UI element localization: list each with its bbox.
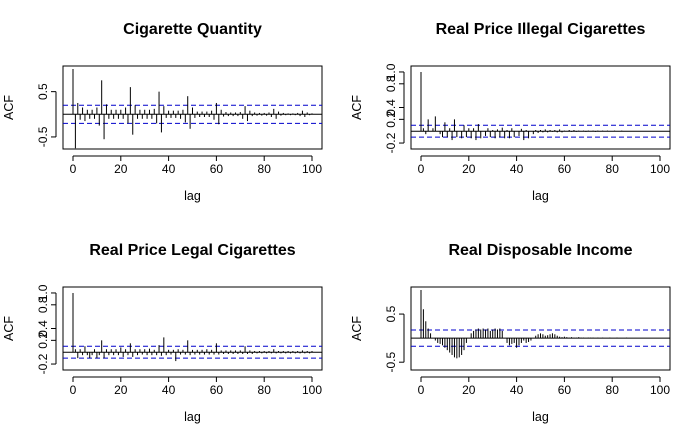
x-tick-label: 20	[114, 162, 128, 176]
chart-title: Real Disposable Income	[448, 242, 632, 259]
x-tick-label: 0	[418, 162, 425, 176]
plot-frame	[410, 286, 671, 371]
x-axis-title: lag	[532, 189, 549, 203]
acf-panel-disposable-income: Real Disposable Income 0 20 40 60 80 100 -0.5 0.…	[350, 242, 671, 424]
acf-panel-legal-price: Real Price Legal Cigarettes 0 20 40 60 80 100 -…	[2, 242, 323, 424]
plot-frame	[410, 65, 671, 150]
x-tick-label: 100	[302, 162, 322, 176]
y-tick-label: -0.5	[384, 352, 398, 373]
x-axis-title: lag	[532, 410, 549, 424]
x-axis-title: lag	[184, 410, 201, 424]
y-axis-title: ACF	[2, 316, 16, 341]
x-tick-label: 60	[210, 383, 224, 397]
x-tick-label: 20	[114, 383, 128, 397]
y-tick-label: 0.5	[384, 305, 398, 322]
acf-panel-illegal-price: Real Price Illegal Cigarettes 0 20 40 60 80 10…	[350, 21, 671, 203]
x-tick-label: 60	[210, 162, 224, 176]
x-axis-title: lag	[184, 189, 201, 203]
y-tick-label: 0.4	[36, 320, 50, 337]
x-tick-label: 80	[606, 162, 620, 176]
y-tick-label: -0.2	[384, 132, 398, 153]
x-tick-label: 40	[162, 383, 176, 397]
x-tick-label: 100	[302, 383, 322, 397]
y-tick-label: -0.2	[36, 353, 50, 374]
y-axis-title: ACF	[350, 95, 364, 120]
x-tick-label: 0	[418, 383, 425, 397]
x-tick-label: 40	[162, 162, 176, 176]
y-tick-label: 0.2	[36, 332, 50, 349]
x-tick-label: 40	[510, 162, 524, 176]
x-tick-label: 100	[650, 383, 670, 397]
x-tick-label: 80	[258, 383, 272, 397]
x-tick-label: 20	[462, 162, 476, 176]
plot-frame	[62, 286, 323, 371]
acf-panel-cigarette-quantity: Cigarette Quantity 0 20 40 60 80 100 -0.5 0.5 lag…	[2, 21, 323, 203]
x-tick-label: 80	[258, 162, 272, 176]
y-tick-label: 1.0	[384, 63, 398, 80]
y-axis-title: ACF	[350, 316, 364, 341]
x-tick-label: 60	[558, 383, 572, 397]
y-tick-label: 0.8	[384, 75, 398, 92]
y-tick-label: 0.2	[384, 111, 398, 128]
chart-title: Real Price Legal Cigarettes	[89, 242, 295, 259]
x-tick-label: 80	[606, 383, 620, 397]
x-tick-label: 0	[70, 383, 77, 397]
plot-frame	[62, 65, 323, 150]
y-tick-label: 0.4	[384, 99, 398, 116]
y-axis-title: ACF	[2, 95, 16, 120]
chart-title: Cigarette Quantity	[123, 21, 262, 38]
x-tick-label: 60	[558, 162, 572, 176]
y-tick-label: 1.0	[36, 284, 50, 301]
x-tick-label: 20	[462, 383, 476, 397]
y-tick-label: 0.5	[36, 83, 50, 100]
y-tick-label: 0.8	[36, 296, 50, 313]
x-tick-label: 40	[510, 383, 524, 397]
y-tick-label: -0.5	[36, 126, 50, 147]
x-tick-label: 0	[70, 162, 77, 176]
chart-title: Real Price Illegal Cigarettes	[436, 21, 646, 38]
x-tick-label: 100	[650, 162, 670, 176]
